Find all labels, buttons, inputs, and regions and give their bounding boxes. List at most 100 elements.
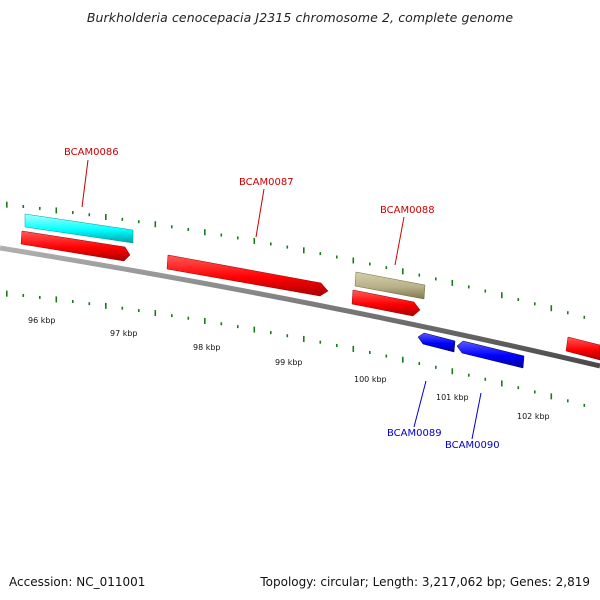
gc-tick [517, 386, 520, 390]
gc-tick [253, 237, 256, 244]
gene-bcam0090[interactable] [456, 340, 525, 369]
gc-tick [402, 268, 404, 275]
gc-tick [105, 302, 107, 309]
gc-tick [336, 344, 338, 348]
leader-bcam0089 [413, 380, 427, 428]
gc-tick [484, 289, 487, 293]
gc-tick [22, 293, 25, 297]
gc-tick [154, 310, 157, 317]
gc-tick [220, 322, 223, 326]
gc-ticks-inner [6, 290, 586, 407]
gc-tick [303, 247, 305, 254]
gc-tick [88, 302, 91, 306]
gc-tick [237, 236, 239, 240]
leader-bcam0090 [471, 392, 482, 440]
gc-tick [550, 305, 553, 312]
gc-tick [567, 399, 569, 403]
gc-tick [187, 227, 190, 231]
map-title: Burkholderia cenocepacia J2315 chromosom… [86, 10, 514, 25]
gc-tick [138, 309, 140, 313]
khaki-feature[interactable] [354, 271, 426, 300]
gc-tick [171, 314, 173, 318]
gene-bcam0087[interactable] [166, 254, 329, 297]
gc-tick [6, 201, 8, 208]
gc-tick [567, 311, 569, 315]
gene-label-bcam0090[interactable]: BCAM0090 [445, 440, 500, 451]
gc-tick [121, 217, 124, 221]
gc-tick [369, 262, 371, 266]
gc-tick [253, 326, 256, 333]
gc-tick [402, 356, 404, 363]
gc-tick [501, 380, 503, 387]
scale-label-102: 102 kbp [517, 412, 550, 421]
scale-label-97: 97 kbp [110, 329, 138, 338]
gc-tick [534, 302, 536, 306]
gc-tick [237, 325, 239, 329]
gc-tick [39, 295, 41, 299]
gc-tick [303, 335, 305, 342]
gc-tick [55, 207, 58, 214]
gene-label-bcam0088[interactable]: BCAM0088 [380, 205, 435, 216]
gene-label-bcam0089[interactable]: BCAM0089 [387, 428, 442, 439]
gene-bcam0088[interactable] [351, 289, 421, 317]
gc-tick [451, 368, 454, 375]
gc-ticks-outer [6, 201, 586, 319]
gene-bcam0086[interactable] [20, 230, 131, 262]
gc-tick [286, 245, 289, 249]
gc-tick [583, 315, 586, 319]
gc-tick [451, 279, 454, 286]
gc-tick [6, 290, 8, 297]
gc-tick [270, 242, 272, 246]
scale-label-96: 96 kbp [28, 316, 56, 325]
gc-tick [435, 365, 437, 369]
gene-partial-right[interactable] [565, 336, 600, 361]
gc-tick [468, 373, 470, 377]
gc-tick [369, 350, 371, 354]
gc-tick [39, 206, 41, 210]
scale-label-101: 101 kbp [436, 393, 469, 402]
gc-tick [418, 273, 421, 277]
gc-tick [385, 354, 388, 358]
gc-tick [72, 211, 74, 215]
gc-tick [55, 296, 58, 303]
gc-tick [204, 229, 206, 236]
cyan-feature[interactable] [24, 213, 134, 244]
gc-tick [352, 257, 355, 264]
gc-tick [550, 393, 553, 400]
gc-tick [319, 340, 322, 344]
gc-tick [501, 292, 503, 299]
genome-backbone [0, 245, 600, 369]
gc-tick [484, 377, 487, 381]
gc-tick [204, 317, 206, 324]
genome-summary-text: Topology: circular; Length: 3,217,062 bp… [260, 575, 590, 589]
gene-label-bcam0087[interactable]: BCAM0087 [239, 177, 294, 188]
gc-tick [154, 221, 157, 228]
gc-tick [534, 390, 536, 394]
gc-tick [105, 213, 107, 220]
accession-text: Accession: NC_011001 [9, 575, 146, 589]
gc-tick [352, 345, 355, 352]
leader-bcam0086 [81, 159, 89, 208]
gc-tick [22, 205, 25, 209]
gc-tick [583, 403, 586, 407]
scale-label-99: 99 kbp [275, 358, 303, 367]
gc-tick [220, 233, 223, 237]
gc-tick [171, 225, 173, 229]
gc-tick [187, 316, 190, 320]
gc-tick [138, 220, 140, 224]
gc-tick [385, 266, 388, 270]
gc-tick [319, 252, 322, 256]
gc-tick [336, 255, 338, 259]
gc-tick [270, 331, 272, 335]
leader-bcam0087 [255, 188, 265, 238]
gc-tick [88, 213, 91, 217]
gene-bcam0089[interactable] [417, 332, 456, 353]
gc-tick [121, 306, 124, 310]
gc-tick [517, 297, 520, 301]
gc-tick [435, 277, 437, 281]
leader-bcam0088 [394, 216, 405, 266]
gene-label-bcam0086[interactable]: BCAM0086 [64, 147, 119, 158]
gc-tick [468, 285, 470, 289]
